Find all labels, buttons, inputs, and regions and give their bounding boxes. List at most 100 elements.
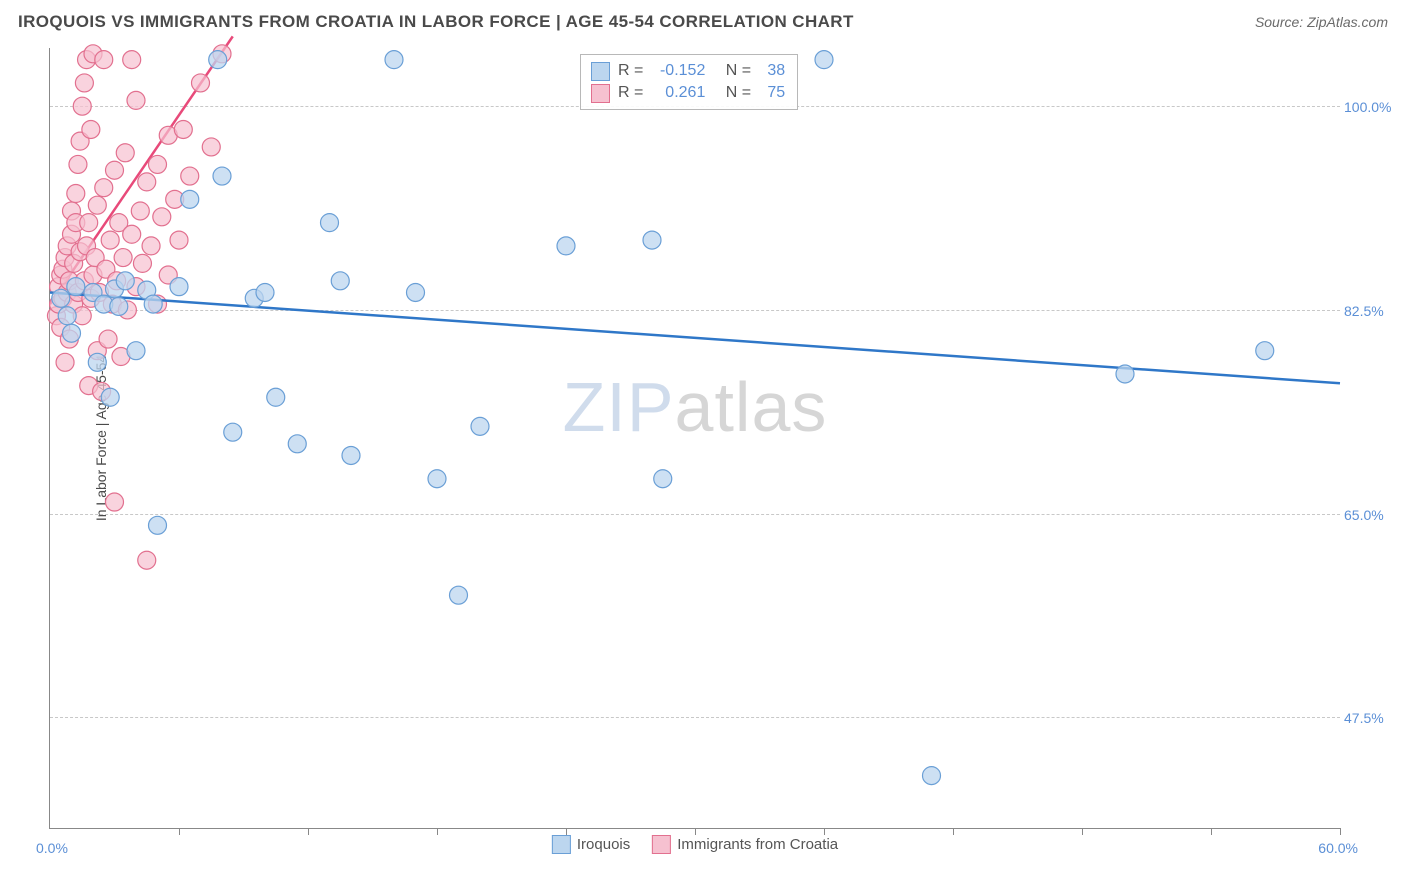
pink-point	[131, 202, 149, 220]
blue-point	[407, 283, 425, 301]
y-tick-label: 100.0%	[1344, 99, 1398, 115]
blue-point	[58, 307, 76, 325]
swatch-pink	[652, 835, 671, 854]
blue-point	[181, 190, 199, 208]
pink-point	[181, 167, 199, 185]
blue-point	[170, 278, 188, 296]
pink-point	[142, 237, 160, 255]
r-value: 0.261	[651, 82, 705, 104]
blue-point	[67, 278, 85, 296]
legend-label: Immigrants from Croatia	[677, 836, 838, 853]
blue-point	[267, 388, 285, 406]
blue-point	[144, 295, 162, 313]
x-axis-max: 60.0%	[1318, 840, 1358, 856]
n-label: N =	[726, 82, 751, 104]
x-tick	[1082, 828, 1083, 835]
chart-area: In Labor Force | Age 45-54 100.0%82.5%65…	[49, 48, 1340, 829]
x-axis-min: 0.0%	[36, 840, 68, 856]
x-tick	[308, 828, 309, 835]
x-tick	[953, 828, 954, 835]
blue-point	[1256, 342, 1274, 360]
x-tick	[1211, 828, 1212, 835]
n-value: 38	[759, 60, 785, 82]
blue-point	[256, 283, 274, 301]
blue-point	[428, 470, 446, 488]
blue-point	[213, 167, 231, 185]
pink-point	[75, 74, 93, 92]
pink-point	[101, 231, 119, 249]
pink-point	[88, 196, 106, 214]
pink-point	[80, 214, 98, 232]
r-label: R =	[618, 82, 643, 104]
n-value: 75	[759, 82, 785, 104]
swatch-pink	[591, 84, 610, 103]
pink-point	[116, 144, 134, 162]
r-label: R =	[618, 60, 643, 82]
legend-bottom: Iroquois Immigrants from Croatia	[552, 835, 838, 854]
pink-point	[114, 249, 132, 267]
legend-item-pink: Immigrants from Croatia	[652, 835, 838, 854]
n-label: N =	[726, 60, 751, 82]
stats-row-blue: R = -0.152 N = 38	[591, 60, 785, 82]
pink-point	[69, 155, 87, 173]
blue-point	[450, 586, 468, 604]
x-tick	[437, 828, 438, 835]
blue-point	[923, 767, 941, 785]
chart-title: IROQUOIS VS IMMIGRANTS FROM CROATIA IN L…	[18, 12, 854, 31]
pink-point	[123, 51, 141, 69]
blue-point	[331, 272, 349, 290]
scatter-plot	[50, 48, 1340, 828]
blue-point	[110, 297, 128, 315]
legend-label: Iroquois	[577, 836, 630, 853]
swatch-blue	[552, 835, 571, 854]
blue-point	[52, 289, 70, 307]
y-tick-label: 47.5%	[1344, 710, 1398, 726]
blue-point	[288, 435, 306, 453]
pink-point	[138, 173, 156, 191]
pink-point	[95, 51, 113, 69]
pink-point	[123, 225, 141, 243]
blue-trendline	[50, 292, 1340, 383]
x-tick	[179, 828, 180, 835]
y-tick-label: 65.0%	[1344, 507, 1398, 523]
stats-legend: R = -0.152 N = 38 R = 0.261 N = 75	[580, 54, 798, 110]
pink-point	[106, 493, 124, 511]
x-tick	[695, 828, 696, 835]
pink-point	[174, 120, 192, 138]
blue-point	[63, 324, 81, 342]
stats-row-pink: R = 0.261 N = 75	[591, 82, 785, 104]
pink-point	[149, 155, 167, 173]
pink-point	[202, 138, 220, 156]
pink-point	[138, 551, 156, 569]
blue-point	[149, 516, 167, 534]
pink-point	[170, 231, 188, 249]
pink-point	[192, 74, 210, 92]
blue-point	[321, 214, 339, 232]
y-tick-label: 82.5%	[1344, 303, 1398, 319]
blue-point	[224, 423, 242, 441]
blue-point	[101, 388, 119, 406]
legend-item-blue: Iroquois	[552, 835, 630, 854]
blue-point	[209, 51, 227, 69]
blue-point	[1116, 365, 1134, 383]
x-tick	[566, 828, 567, 835]
pink-point	[153, 208, 171, 226]
blue-point	[116, 272, 134, 290]
blue-point	[557, 237, 575, 255]
pink-point	[67, 185, 85, 203]
blue-point	[815, 51, 833, 69]
blue-point	[88, 353, 106, 371]
pink-point	[73, 97, 91, 115]
x-tick	[1340, 828, 1341, 835]
blue-point	[385, 51, 403, 69]
pink-point	[56, 353, 74, 371]
pink-point	[133, 254, 151, 272]
pink-point	[106, 161, 124, 179]
pink-point	[99, 330, 117, 348]
pink-point	[95, 179, 113, 197]
pink-point	[127, 91, 145, 109]
blue-point	[654, 470, 672, 488]
x-tick	[824, 828, 825, 835]
pink-point	[82, 120, 100, 138]
r-value: -0.152	[651, 60, 705, 82]
